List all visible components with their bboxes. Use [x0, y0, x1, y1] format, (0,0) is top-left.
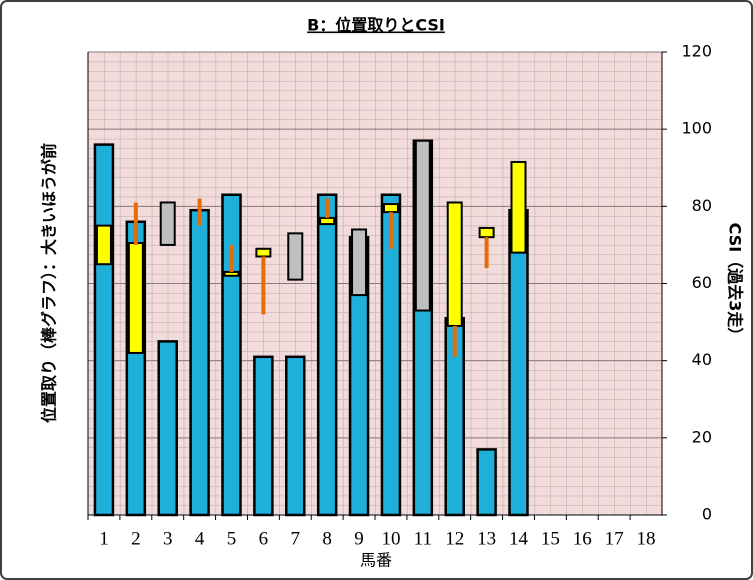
- csi-box: [95, 224, 112, 266]
- x-tick-label: 9: [354, 528, 364, 549]
- x-tick-label: 13: [477, 528, 496, 549]
- bar: [285, 355, 306, 517]
- bar: [253, 355, 274, 517]
- csi-box: [446, 201, 463, 327]
- csi-box: [319, 216, 336, 226]
- csi-box: [382, 203, 399, 214]
- csi-box: [223, 270, 240, 277]
- x-tick-label: 15: [541, 528, 560, 549]
- bar: [508, 208, 529, 517]
- y2-tick-label: 100: [681, 119, 712, 138]
- x-tick-label: 12: [445, 528, 464, 549]
- x-tick-label: 7: [291, 528, 301, 549]
- csi-box: [255, 247, 272, 258]
- csi-box: [478, 226, 495, 239]
- x-tick-label: 5: [227, 528, 237, 549]
- y-axis-label: 位置取り（棒グラフ）：大きいほうが前: [40, 143, 59, 423]
- y2-tick-label: 20: [692, 427, 712, 446]
- csi-box: [159, 201, 176, 246]
- bar: [93, 143, 115, 517]
- bar: [221, 193, 242, 517]
- x-axis-label: 馬番: [360, 551, 392, 570]
- y2-tick-label: 120: [681, 42, 712, 61]
- y2-tick-label: 0: [702, 505, 712, 524]
- x-tick-label: 4: [195, 528, 205, 549]
- csi-box: [414, 139, 431, 312]
- x-tick-label: 2: [131, 528, 141, 549]
- bar: [157, 340, 178, 517]
- csi-box: [127, 241, 144, 354]
- bar: [380, 193, 402, 517]
- y2-tick-label: 40: [692, 350, 712, 369]
- x-tick-label: 16: [573, 528, 592, 549]
- x-tick-label: 6: [259, 528, 269, 549]
- x-tick-label: 18: [637, 528, 656, 549]
- y2-tick-label: 60: [692, 273, 712, 292]
- y2-axis-label: CSI（過去3走）: [726, 223, 745, 344]
- chart-title: B：位置取りとCSI: [307, 16, 445, 35]
- x-tick-label: 10: [381, 528, 400, 549]
- x-tick-label: 11: [414, 528, 432, 549]
- x-tick-label: 17: [605, 528, 624, 549]
- csi-box: [351, 228, 368, 297]
- x-tick-label: 14: [509, 528, 529, 549]
- bar: [476, 448, 497, 517]
- bar: [316, 193, 338, 517]
- csi-box: [510, 160, 527, 254]
- y2-tick-label: 80: [692, 196, 712, 215]
- x-tick-label: 8: [322, 528, 332, 549]
- csi-box: [287, 232, 304, 281]
- x-tick-label: 3: [163, 528, 173, 549]
- bar: [189, 208, 210, 517]
- x-tick-label: 1: [99, 528, 109, 549]
